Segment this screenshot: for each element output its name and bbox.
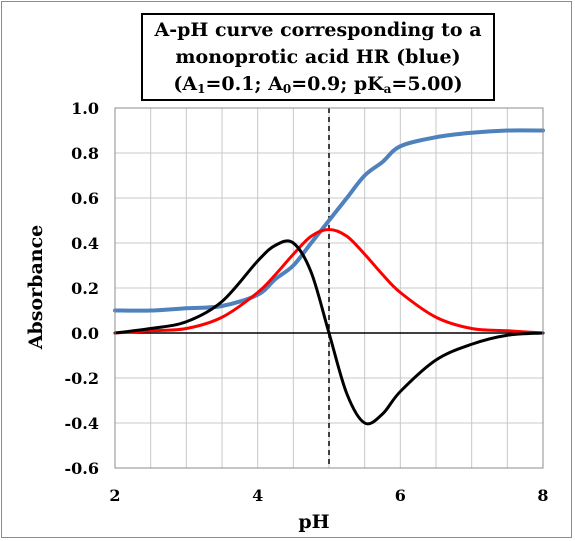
blue-curve	[113, 128, 545, 313]
x-tick-label: 6	[395, 486, 406, 505]
x-tick-labels: 2 4 6 8	[109, 486, 548, 505]
title-part-a: (A	[173, 73, 198, 95]
x-tick-label: 4	[252, 486, 263, 505]
y-tick-label: -0.6	[65, 459, 99, 478]
plot-area-group	[114, 107, 544, 469]
title-sub-0: 0	[282, 82, 292, 96]
x-axis-label: pH	[298, 511, 329, 533]
y-tick-label: 0.6	[71, 189, 99, 208]
x-tick-label: 2	[109, 486, 120, 505]
title-part-b: =0.1; A	[205, 73, 283, 95]
y-tick-labels: 1.0 0.8 0.6 0.4 0.2 0.0 -0.2 -0.4 -0.6	[65, 99, 99, 478]
y-tick-label: 0.2	[71, 279, 99, 298]
chart-title-line-3: (A1=0.1; A0=0.9; pKa=5.00)	[143, 71, 493, 98]
y-tick-label: 0.8	[71, 144, 99, 163]
y-tick-label: -0.2	[65, 369, 99, 388]
title-sub-1: 1	[197, 82, 206, 96]
title-sub-a: a	[383, 82, 392, 96]
chart-title-line-1: A-pH curve corresponding to a	[154, 19, 482, 41]
y-tick-label: -0.4	[65, 414, 99, 433]
title-part-d: =5.00)	[391, 73, 463, 95]
y-tick-label: 1.0	[71, 99, 99, 118]
x-tick-label: 8	[537, 486, 548, 505]
plot-area-border	[114, 107, 544, 469]
chart-title-box: A-pH curve corresponding to a monoprotic…	[141, 13, 495, 101]
series-group	[113, 128, 545, 426]
y-axis-label: Absorbance	[25, 225, 47, 350]
y-tick-label: 0.0	[71, 324, 99, 343]
y-tick-label: 0.4	[71, 234, 99, 253]
chart-title-line-2: monoprotic acid HR (blue)	[175, 46, 461, 68]
black-curve	[113, 239, 545, 426]
title-part-c: =0.9; pK	[291, 73, 384, 95]
red-curve	[113, 228, 545, 335]
